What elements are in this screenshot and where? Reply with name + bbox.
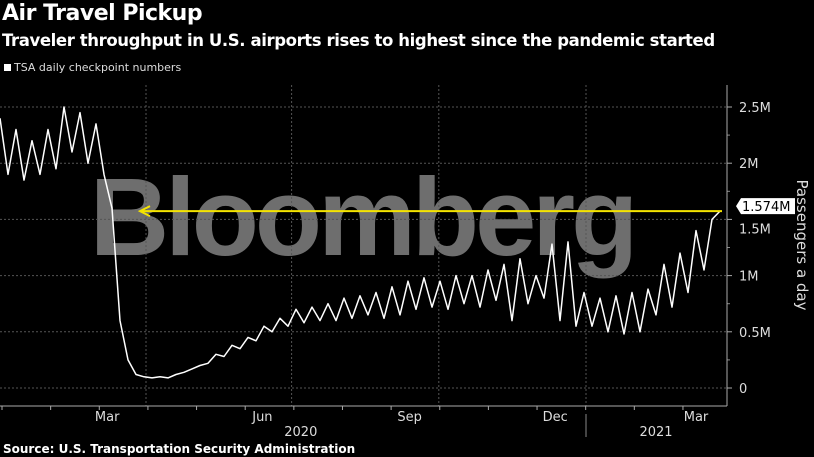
source-note: Source: U.S. Transportation Security Adm… <box>3 442 356 456</box>
annotation-arrow-icon <box>137 205 151 217</box>
x-tick-label: Jun <box>251 410 272 425</box>
chart-subtitle: Traveler throughput in U.S. airports ris… <box>2 31 715 50</box>
y-tick-label: 1.5M <box>739 222 771 237</box>
y-tick-label: 1M <box>739 270 759 285</box>
x-tick-label: Mar <box>684 410 709 425</box>
legend: TSA daily checkpoint numbers <box>4 61 181 74</box>
y-tick-label: 2.5M <box>739 101 771 116</box>
year-label: 2021 <box>639 425 672 440</box>
annotation-value-label: 1.574M <box>742 200 790 215</box>
y-tick-label: 0.5M <box>739 326 771 341</box>
y-tick-label: 0 <box>739 382 747 397</box>
y-axis-title: Passengers a day <box>793 180 811 311</box>
chart-title: Air Travel Pickup <box>2 1 203 26</box>
x-tick-label: Sep <box>397 410 422 425</box>
series-line-tsa <box>0 106 721 379</box>
y-tick-label: 2M <box>739 157 759 172</box>
year-label: 2020 <box>284 425 317 440</box>
legend-swatch <box>4 64 11 71</box>
x-tick-label: Dec <box>543 410 568 425</box>
legend-label: TSA daily checkpoint numbers <box>14 61 182 74</box>
x-tick-label: Mar <box>95 410 120 425</box>
annotation-value-badge <box>736 198 795 215</box>
watermark-logo: Bloomberg <box>90 156 635 279</box>
